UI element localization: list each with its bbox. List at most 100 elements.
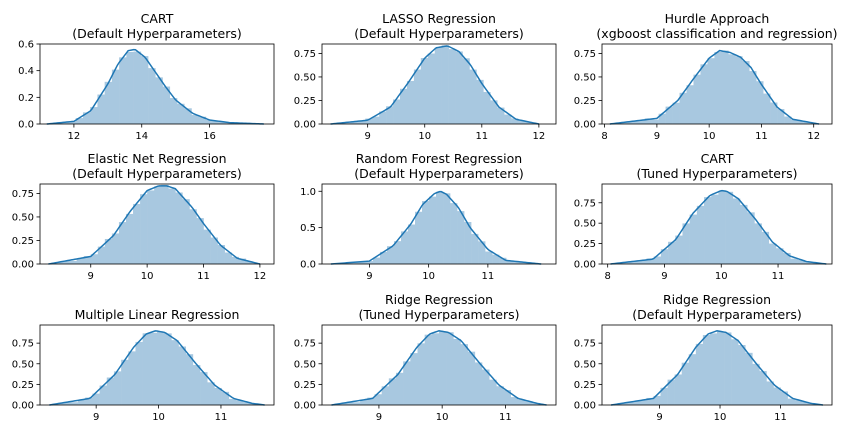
hist-bar <box>482 369 490 405</box>
hist-bar <box>443 193 451 264</box>
y-tick-label: 0.25 <box>294 96 316 107</box>
y-tick-label: 0.25 <box>12 380 34 391</box>
hist-bar <box>511 118 519 124</box>
hist-bar <box>56 403 65 405</box>
hist-bar <box>97 94 105 124</box>
hist-bar <box>155 77 163 124</box>
hist-bar <box>191 115 200 124</box>
hist-bar <box>351 121 359 124</box>
hist-bar <box>148 68 156 124</box>
y-tick-label: 0.25 <box>294 380 316 391</box>
hist-bar <box>61 122 69 124</box>
hist-bar <box>85 397 93 405</box>
hist-bar <box>506 260 514 264</box>
hist-bar <box>344 122 352 124</box>
x-tick-label: 10 <box>714 412 727 423</box>
hist-bar <box>754 223 762 264</box>
hist-bar <box>714 51 722 125</box>
hist-bar <box>133 51 142 125</box>
subplot-2: LASSO Regression(Default Hyperparameters… <box>294 11 557 142</box>
y-tick-label: 0.00 <box>574 260 596 271</box>
y-tick-label: 0.00 <box>12 260 34 271</box>
hist-bar <box>524 121 533 124</box>
hist-bar <box>205 120 214 124</box>
hist-bar <box>175 192 183 264</box>
y-tick-label: 0.00 <box>294 120 316 131</box>
hist-bar <box>406 80 415 124</box>
hist-bar <box>431 333 440 405</box>
hist-bar <box>82 112 91 124</box>
hist-bar <box>198 116 207 124</box>
x-tick-label: 11 <box>215 412 228 423</box>
hist-bar <box>797 259 806 264</box>
subplot-title: (Tuned Hyperparameters) <box>637 166 798 181</box>
y-tick-label: 0.75 <box>574 339 596 350</box>
hist-bar <box>682 223 690 264</box>
hist-bar <box>660 249 669 264</box>
hist-bar <box>111 233 120 264</box>
hist-bar <box>675 235 683 264</box>
hist-bar <box>745 352 753 405</box>
hist-bar <box>68 121 77 124</box>
hist-bar <box>214 387 222 405</box>
hist-bar <box>510 397 519 405</box>
hist-bar <box>457 211 465 264</box>
hist-bar <box>393 241 402 264</box>
hist-bar <box>338 403 347 405</box>
hist-bar <box>740 204 748 264</box>
hist-bar <box>513 261 521 264</box>
x-tick-label: 9 <box>93 412 99 423</box>
hist-bar <box>238 258 247 264</box>
hist-bar <box>142 333 151 405</box>
x-tick-label: 14 <box>135 131 148 142</box>
hist-bar <box>618 403 626 405</box>
hist-bar <box>184 108 192 124</box>
hist-bar <box>365 118 373 124</box>
hist-bar <box>169 98 178 124</box>
hist-bar <box>90 107 98 124</box>
hist-bar <box>749 71 757 124</box>
x-tick-label: 8 <box>604 271 610 282</box>
y-tick-label: 0.75 <box>574 198 596 209</box>
hist-bar <box>791 119 799 124</box>
hist-bar <box>182 199 190 264</box>
hist-bar <box>790 258 798 264</box>
hist-bar <box>798 120 806 124</box>
hist-bar <box>679 92 687 124</box>
hist-bar <box>667 379 675 405</box>
y-tick-label: 0.75 <box>12 339 34 350</box>
x-tick-label: 11 <box>499 412 512 423</box>
hist-bar <box>747 212 755 264</box>
y-tick-label: 0.00 <box>294 401 316 412</box>
x-tick-label: 12 <box>68 131 81 142</box>
hist-bar <box>504 114 512 124</box>
subplot-title: (Default Hyperparameters) <box>72 26 241 41</box>
kde-line <box>48 185 261 265</box>
kde-line <box>331 329 547 406</box>
hist-bar <box>639 260 647 264</box>
hist-bar <box>374 394 382 405</box>
hist-bar <box>801 401 810 405</box>
hist-bar <box>625 402 633 405</box>
x-tick-label: 10 <box>418 131 431 142</box>
y-tick-label: 0.5 <box>300 223 316 234</box>
subplot-title: (Default Hyperparameters) <box>354 166 523 181</box>
hist-bar <box>113 371 122 405</box>
hist-bar <box>709 333 718 405</box>
hist-bar <box>379 251 388 264</box>
y-tick-label: 0.6 <box>18 40 34 51</box>
x-tick-label: 10 <box>703 131 716 142</box>
hist-bar <box>464 222 472 264</box>
hist-bar <box>630 121 639 124</box>
kde-line <box>610 329 824 406</box>
hist-bar <box>365 261 374 264</box>
hist-bar <box>128 351 136 405</box>
y-tick-label: 0.00 <box>574 401 596 412</box>
x-tick-label: 11 <box>197 271 210 282</box>
kde-line <box>46 48 264 125</box>
hist-bar <box>460 344 468 405</box>
hist-bar <box>185 354 194 405</box>
y-tick-label: 0.00 <box>12 401 34 412</box>
kde-line <box>49 330 265 406</box>
axes-frame <box>39 43 275 125</box>
